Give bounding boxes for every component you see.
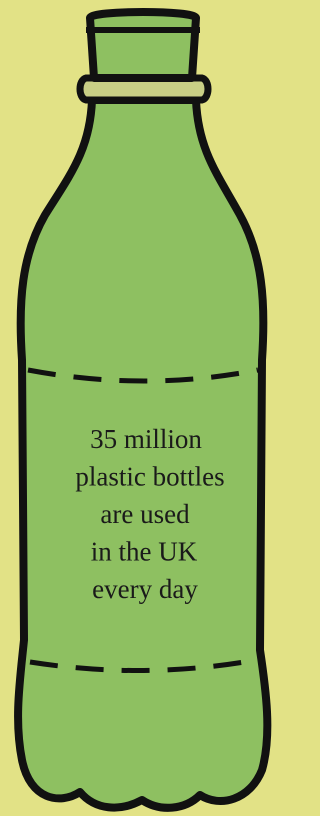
caption-line: every day bbox=[92, 574, 198, 604]
caption-line: in the UK bbox=[91, 537, 198, 567]
bottle-infographic: 35 million plastic bottles are used in the … bbox=[0, 0, 286, 816]
page: 35 million plastic bottles are used in the … bbox=[0, 0, 320, 816]
caption-line: plastic bottles bbox=[75, 462, 224, 492]
caption-line: are used bbox=[100, 499, 190, 529]
bottle-cap bbox=[90, 12, 196, 78]
caption-line: 35 million bbox=[90, 424, 202, 454]
